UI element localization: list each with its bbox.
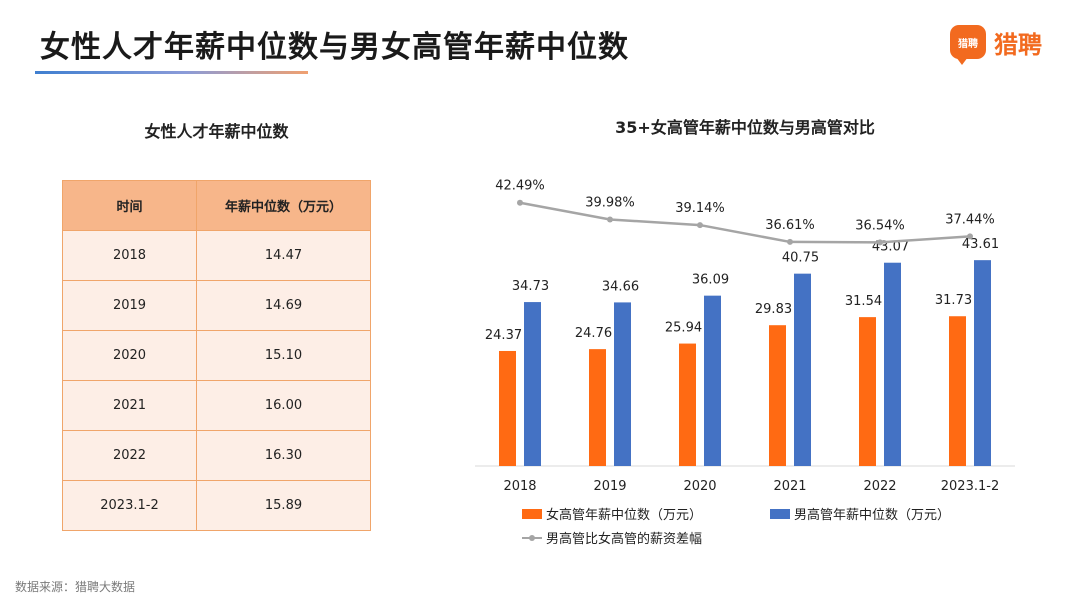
bar-male bbox=[704, 295, 721, 466]
cell-salary: 15.89 bbox=[196, 480, 371, 531]
gap-label: 39.98% bbox=[585, 195, 635, 210]
gap-point bbox=[877, 239, 883, 246]
cell-year: 2023.1-2 bbox=[62, 480, 197, 531]
bar-female bbox=[859, 317, 876, 466]
table-row: 2021 16.00 bbox=[62, 380, 371, 431]
x-tick-label: 2023.1-2 bbox=[941, 479, 999, 494]
gap-point bbox=[517, 199, 523, 206]
table-row: 2022 16.30 bbox=[62, 430, 371, 481]
x-tick-label: 2022 bbox=[863, 479, 896, 494]
data-label-female: 24.76 bbox=[575, 326, 612, 341]
page-title: 女性人才年薪中位数与男女高管年薪中位数 bbox=[40, 30, 629, 65]
x-tick-label: 2018 bbox=[503, 479, 536, 494]
x-tick-label: 2021 bbox=[773, 479, 806, 494]
gap-label: 36.54% bbox=[855, 218, 905, 233]
bar-male bbox=[524, 302, 541, 466]
gap-point bbox=[787, 238, 793, 245]
cell-salary: 14.47 bbox=[196, 230, 371, 281]
logo-badge-text: 猎聘 bbox=[958, 38, 978, 50]
legend-female-swatch bbox=[522, 508, 542, 519]
bar-female bbox=[499, 350, 516, 466]
table-row: 2019 14.69 bbox=[62, 280, 371, 331]
data-label-male: 34.73 bbox=[512, 279, 549, 294]
gap-label: 36.61% bbox=[765, 218, 815, 233]
data-label-female: 25.94 bbox=[665, 321, 702, 336]
gap-label: 37.44% bbox=[945, 212, 995, 227]
salary-table: 时间 年薪中位数（万元） 2018 14.47 2019 14.69 2020 … bbox=[62, 180, 371, 531]
salary-comparison-chart: 24.37 34.73 2018 24.76 34.66 2019 25.94 36.09 20… bbox=[475, 179, 1015, 494]
legend-male-swatch bbox=[770, 508, 790, 519]
data-label-male: 36.09 bbox=[692, 273, 729, 288]
gap-point bbox=[697, 222, 703, 229]
logo-badge-icon: 猎聘 bbox=[950, 25, 986, 65]
bar-female bbox=[769, 325, 786, 466]
data-label-female: 24.37 bbox=[485, 328, 522, 343]
table-row: 2023.1-2 15.89 bbox=[62, 480, 371, 531]
data-label-female: 31.54 bbox=[845, 294, 882, 309]
cell-year: 2019 bbox=[62, 280, 197, 331]
data-label-female: 29.83 bbox=[755, 302, 792, 317]
x-tick-label: 2019 bbox=[593, 479, 626, 494]
data-label-male: 40.75 bbox=[782, 251, 819, 266]
title-underline bbox=[35, 71, 308, 74]
legend-male-label: 男高管年薪中位数（万元） bbox=[794, 508, 951, 523]
cell-year: 2020 bbox=[62, 330, 197, 381]
gap-label: 42.49% bbox=[495, 179, 545, 194]
x-tick-label: 2020 bbox=[683, 479, 716, 494]
legend-male: 男高管年薪中位数（万元） bbox=[770, 504, 950, 523]
bar-male bbox=[884, 262, 901, 466]
table-row: 2018 14.47 bbox=[62, 230, 371, 281]
table-title: 女性人才年薪中位数 bbox=[144, 122, 289, 141]
data-label-male: 43.61 bbox=[962, 237, 999, 252]
chart-title: 35+女高管年薪中位数与男高管对比 bbox=[615, 118, 875, 137]
legend-female-label: 女高管年薪中位数（万元） bbox=[546, 508, 703, 523]
bar-female bbox=[679, 343, 696, 466]
header-year: 时间 bbox=[62, 180, 197, 231]
legend-gap-swatch bbox=[522, 533, 542, 543]
data-label-female: 31.73 bbox=[935, 293, 972, 308]
data-source: 数据来源：猎聘大数据 bbox=[15, 580, 136, 594]
bar-male bbox=[974, 260, 991, 466]
gap-point bbox=[607, 216, 613, 223]
cell-salary: 16.00 bbox=[196, 380, 371, 431]
cell-year: 2022 bbox=[62, 430, 197, 481]
logo-text: 猎聘 bbox=[994, 30, 1042, 59]
cell-salary: 15.10 bbox=[196, 330, 371, 381]
data-label-male: 34.66 bbox=[602, 279, 639, 294]
cell-salary: 14.69 bbox=[196, 280, 371, 331]
gap-point bbox=[967, 233, 973, 240]
bar-male bbox=[614, 302, 631, 466]
gap-line bbox=[519, 201, 971, 244]
gap-label: 39.14% bbox=[675, 201, 725, 216]
table-row: 2020 15.10 bbox=[62, 330, 371, 381]
liepin-logo: 猎聘 猎聘 bbox=[950, 24, 1042, 65]
bar-male bbox=[794, 273, 811, 466]
legend-gap-label: 男高管比女高管的薪资差幅 bbox=[546, 532, 703, 547]
legend-gap: 男高管比女高管的薪资差幅 bbox=[522, 528, 702, 547]
cell-year: 2018 bbox=[62, 230, 197, 281]
legend-female: 女高管年薪中位数（万元） bbox=[522, 504, 702, 523]
cell-salary: 16.30 bbox=[196, 430, 371, 481]
cell-year: 2021 bbox=[62, 380, 197, 431]
bar-female bbox=[589, 349, 606, 466]
table-header-row: 时间 年薪中位数（万元） bbox=[62, 180, 371, 231]
bar-female bbox=[949, 316, 966, 466]
header-salary: 年薪中位数（万元） bbox=[196, 180, 371, 231]
